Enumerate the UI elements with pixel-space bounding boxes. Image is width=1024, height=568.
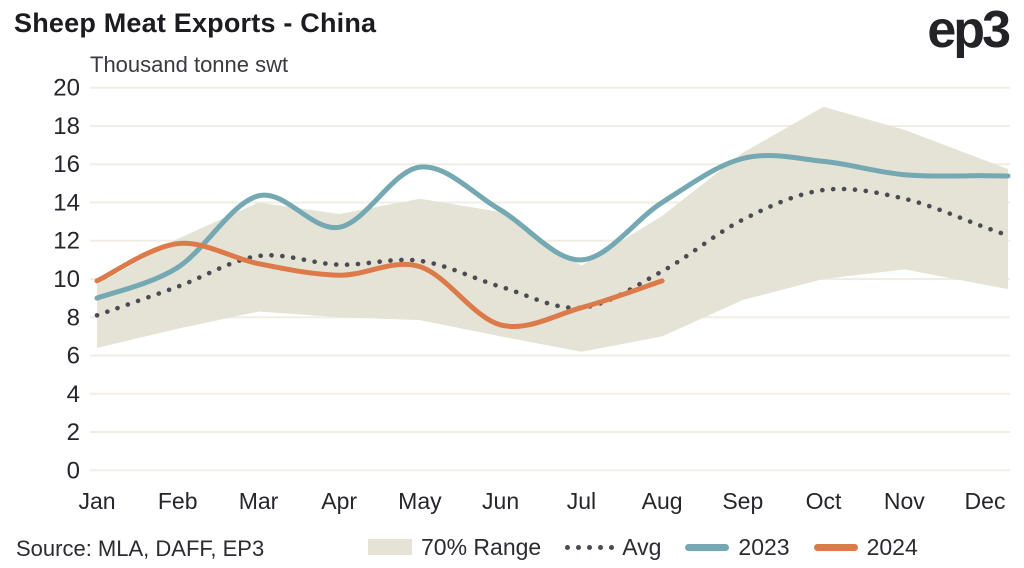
gridlines (90, 86, 1010, 472)
x-tick-label: Oct (806, 488, 842, 514)
x-tick-label: Aug (642, 488, 683, 514)
line-2024-swatch-icon (813, 543, 858, 551)
range-band (97, 106, 1008, 352)
brand-logo: ep3 (927, 1, 1011, 59)
legend-label-range: 70% Range (421, 533, 542, 560)
y-tick-label: 14 (53, 190, 80, 217)
x-tick-label: Feb (158, 488, 198, 514)
y-tick-label: 16 (53, 151, 80, 178)
x-tick-label: Mar (239, 488, 279, 514)
x-tick-label: Nov (884, 488, 925, 514)
y-tick-label: 12 (53, 228, 80, 255)
range-band-swatch-icon (368, 539, 412, 555)
y-tick-label: 6 (67, 343, 80, 370)
y-tick-label: 2 (67, 419, 80, 446)
chart-legend: 70% Range Avg 2023 2024 (368, 532, 918, 562)
x-tick-label: Dec (965, 488, 1006, 514)
series-line-2024 (94, 240, 665, 329)
legend-item-avg: Avg (565, 534, 661, 561)
series-line-2023 (94, 153, 1011, 301)
legend-label-avg: Avg (622, 533, 662, 560)
y-tick-label: 0 (67, 457, 80, 484)
legend-item-range: 70% Range (368, 534, 541, 561)
legend-item-2023: 2023 (685, 533, 790, 561)
x-tick-label: Jul (567, 488, 596, 514)
page-title: Sheep Meat Exports - China (14, 8, 377, 38)
y-tick-label: 10 (53, 266, 80, 293)
y-tick-label: 18 (53, 113, 80, 140)
line-2023-swatch-icon (685, 543, 730, 551)
x-tick-label: Jan (78, 488, 115, 514)
x-tick-label: Apr (321, 488, 357, 514)
series-line-avg (94, 186, 1011, 318)
y-tick-label: 20 (53, 75, 80, 102)
x-axis-tick-labels: Jan Feb Mar Apr May Jun Jul Aug Sep Oct Nov Dec (78, 488, 1005, 514)
x-tick-label: Jun (482, 488, 519, 514)
dot (565, 544, 571, 550)
source-note: Source: MLA, DAFF, EP3 (16, 536, 265, 561)
y-axis-tick-labels: 0 2 4 6 8 10 12 14 16 18 20 (53, 75, 80, 485)
x-tick-label: May (398, 488, 442, 514)
chart-unit-label: Thousand tonne swt (90, 52, 289, 77)
y-tick-label: 8 (67, 304, 80, 331)
avg-dotted-line-swatch-icon (565, 544, 613, 550)
x-tick-label: Sep (722, 488, 763, 514)
legend-label-2024: 2024 (866, 533, 918, 560)
legend-label-2023: 2023 (738, 533, 790, 560)
legend-item-2024: 2024 (813, 533, 918, 561)
y-tick-label: 4 (67, 381, 80, 408)
